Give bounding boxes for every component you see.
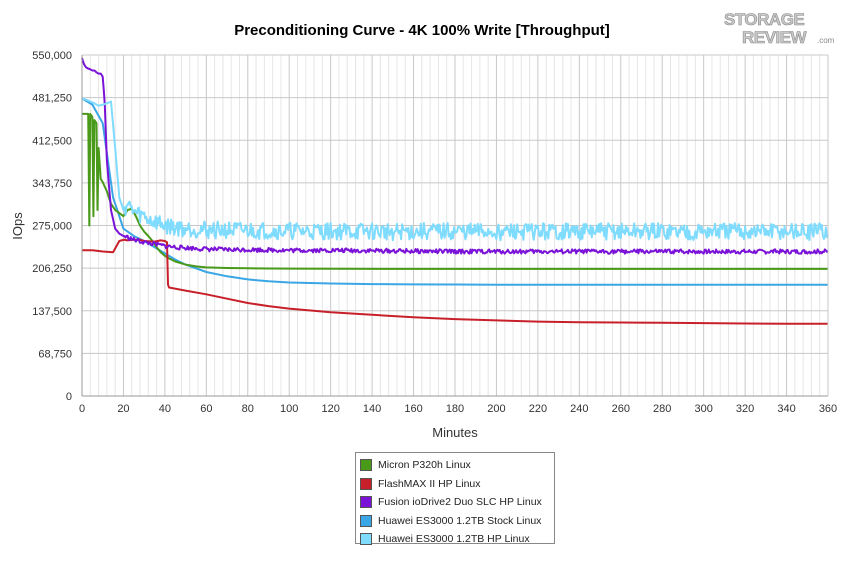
y-tick-labels: 0 68,750 137,500 206,250 275,000 343,750 412,5… [32, 50, 72, 403]
x-tick-label: 220 [529, 403, 547, 415]
x-tick-label: 140 [363, 403, 381, 415]
x-tick-label: 300 [694, 403, 712, 415]
x-tick-label: 80 [242, 403, 254, 415]
series-line-3 [81, 97, 828, 286]
legend-swatch [360, 514, 372, 527]
legend-label: Micron P320h Linux [378, 459, 471, 472]
legend-item: Fusion ioDrive2 Duo SLC HP Linux [360, 493, 550, 512]
x-tick-labels: 0 20 40 60 80 100 120 140 160 180 200 220 240 260 280 3… [79, 403, 837, 415]
chart-title: Preconditioning Curve - 4K 100% Write [T… [234, 22, 610, 39]
legend-item: Huawei ES3000 1.2TB Stock Linux [360, 512, 550, 531]
legend: Micron P320h Linux FlashMAX II HP Linux Fu… [355, 452, 555, 546]
legend-swatch [360, 533, 372, 546]
legend-item: FlashMAX II HP Linux [360, 475, 550, 494]
x-tick-label: 180 [446, 403, 464, 415]
y-tick-label: 343,750 [32, 178, 72, 190]
x-tick-label: 0 [79, 403, 85, 415]
y-tick-label: 275,000 [32, 221, 72, 233]
x-tick-label: 120 [321, 403, 339, 415]
x-tick-label: 100 [280, 403, 298, 415]
x-tick-label: 60 [200, 403, 212, 415]
storage-review-logo: STORAGE REVIEW .com [722, 8, 840, 48]
x-axis-title: Minutes [432, 425, 478, 440]
x-tick-label: 360 [819, 403, 837, 415]
legend-label: FlashMAX II HP Linux [378, 477, 481, 490]
legend-item: Huawei ES3000 1.2TB HP Linux [360, 530, 550, 549]
series-line-0 [82, 112, 828, 270]
x-tick-label: 260 [612, 403, 630, 415]
y-tick-label: 550,000 [32, 50, 72, 62]
y-tick-label: 68,750 [38, 348, 72, 360]
x-tick-label: 340 [777, 403, 795, 415]
axes [81, 55, 829, 397]
x-tick-label: 280 [653, 403, 671, 415]
logo-line2: REVIEW [742, 28, 808, 47]
legend-label: Huawei ES3000 1.2TB Stock Linux [378, 514, 542, 527]
legend-item: Micron P320h Linux [360, 456, 550, 475]
legend-label: Huawei ES3000 1.2TB HP Linux [378, 533, 530, 546]
y-tick-label: 206,250 [32, 263, 72, 275]
y-axis-title: IOps [10, 212, 25, 240]
y-tick-label: 0 [66, 391, 72, 403]
series-line-1 [82, 238, 828, 325]
x-tick-label: 20 [117, 403, 129, 415]
y-tick-label: 412,500 [32, 135, 72, 147]
x-tick-label: 200 [487, 403, 505, 415]
legend-swatch [360, 477, 372, 490]
x-tick-label: 160 [404, 403, 422, 415]
legend-swatch [360, 459, 372, 472]
legend-label: Fusion ioDrive2 Duo SLC HP Linux [378, 496, 542, 509]
series-layer [81, 57, 829, 325]
x-tick-label: 40 [159, 403, 171, 415]
series-line-4 [81, 97, 829, 242]
legend-swatch [360, 496, 372, 509]
y-tick-label: 481,250 [32, 93, 72, 105]
logo-line1: STORAGE [724, 10, 804, 29]
x-tick-label: 240 [570, 403, 588, 415]
series-line-2 [81, 57, 829, 255]
x-tick-label: 320 [736, 403, 754, 415]
y-tick-label: 137,500 [32, 306, 72, 318]
logo-suffix: .com [817, 36, 835, 45]
